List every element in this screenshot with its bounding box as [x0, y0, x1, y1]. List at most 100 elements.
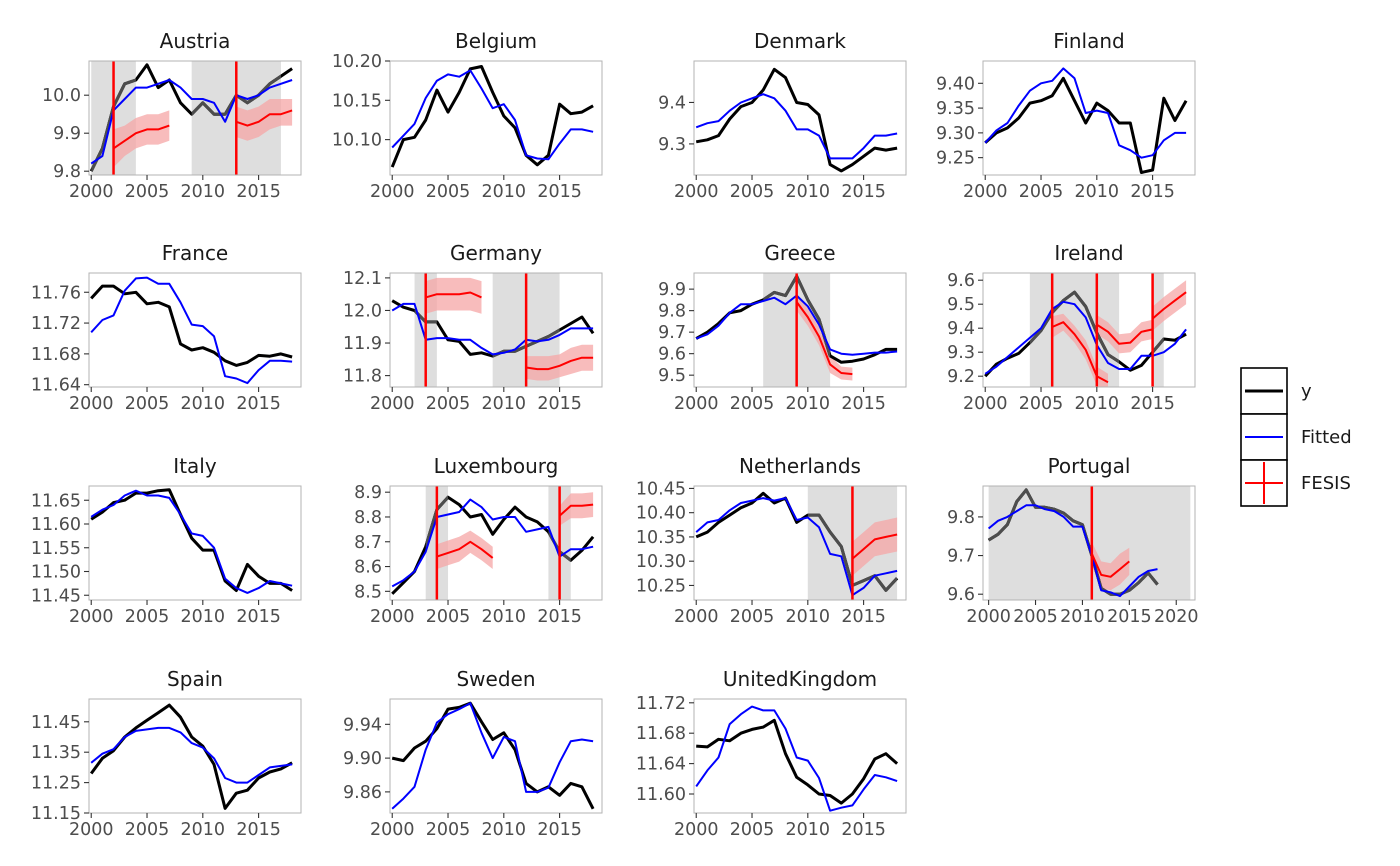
y-tick-label: 10.35 [636, 528, 686, 548]
y-tick-label: 11.72 [636, 694, 686, 714]
x-tick-label: 2000 [69, 607, 114, 627]
x-tick-label: 2000 [370, 607, 415, 627]
x-tick-label: 2015 [841, 394, 886, 414]
fesis-band [1096, 315, 1153, 354]
x-tick-label: 2000 [370, 820, 415, 840]
x-tick-label: 2015 [1130, 182, 1175, 202]
x-tick-label: 2010 [786, 820, 831, 840]
plot-area [89, 703, 293, 810]
y-tick-label: 11.65 [31, 491, 81, 511]
y-tick-label: 9.6 [947, 271, 975, 291]
panel-ireland: Ireland 2000 2005 2010 2015 9.2 9.3 9.4 9.5 9.6 [947, 241, 1196, 414]
y-tick-label: 12.1 [343, 269, 382, 289]
plot-area [89, 61, 293, 175]
panel-title: Germany [450, 241, 542, 265]
series-y-line [696, 718, 899, 805]
x-tick-label: 2010 [482, 607, 527, 627]
y-tick-label: 10.10 [332, 131, 382, 151]
series-y-shaded [988, 488, 1159, 596]
panel-border [693, 698, 907, 814]
x-tick-label: 2000 [966, 607, 1011, 627]
series-y-line [90, 488, 293, 592]
x-tick-label: 2005 [426, 820, 471, 840]
panel-title: Belgium [455, 29, 537, 53]
x-tick-label: 2010 [1075, 394, 1120, 414]
y-tick-label: 10.15 [332, 91, 382, 111]
series-fitted-line [695, 497, 898, 597]
y-tick-label: 11.45 [31, 586, 81, 606]
fesis-band [559, 492, 594, 526]
x-tick-label: 2005 [730, 394, 775, 414]
y-tick-label: 11.68 [636, 724, 686, 744]
x-tick-label: 2010 [482, 820, 527, 840]
panel-title: Netherlands [739, 454, 861, 478]
series-fitted-line [695, 93, 898, 160]
y-tick-label: 10.20 [332, 52, 382, 72]
panel-title: France [162, 241, 229, 265]
fesis-band [1091, 542, 1130, 591]
y-tick-label: 9.4 [658, 93, 686, 113]
panel-unitedkingdom: UnitedKingdom 2000 2005 2010 2015 11.60 11.64 1… [636, 667, 907, 840]
y-tick-label: 8.9 [354, 483, 382, 503]
series-y-line-shaded [988, 488, 1159, 596]
shaded-region [1152, 273, 1164, 387]
x-tick-label: 2010 [1075, 182, 1120, 202]
x-tick-label: 2010 [786, 607, 831, 627]
y-tick-label: 11.60 [636, 785, 686, 805]
x-tick-label: 2005 [1019, 182, 1064, 202]
panel-title: Denmark [754, 29, 846, 53]
plot-area [90, 276, 293, 385]
x-tick-label: 2000 [69, 394, 114, 414]
y-tick-label: 10.25 [636, 576, 686, 596]
y-tick-label: 9.8 [53, 162, 81, 182]
fesis-band [425, 277, 482, 314]
series-y-line-shaded [492, 328, 560, 358]
panel-portugal: Portugal 2000 2005 2010 2015 2020 9.6 9.7 9.8 [947, 454, 1198, 627]
panel-greece: Greece 2000 2005 2010 2015 9.59.69.79.89.9 [658, 241, 907, 414]
x-tick-label: 2000 [674, 820, 719, 840]
x-tick-label: 2000 [69, 182, 114, 202]
y-tick-label: 10.40 [636, 504, 686, 524]
fesis-band [852, 517, 898, 576]
y-tick-label: 9.25 [936, 149, 975, 169]
x-tick-label: 2005 [730, 820, 775, 840]
panel-border [88, 698, 302, 814]
y-tick-label: 12.0 [343, 301, 382, 321]
x-tick-label: 2005 [730, 607, 775, 627]
x-tick-label: 2005 [125, 394, 170, 414]
fesis-line [112, 124, 170, 150]
x-tick-label: 2005 [426, 607, 471, 627]
x-tick-label: 2005 [1013, 607, 1058, 627]
y-tick-label: 11.68 [31, 345, 81, 365]
panel-title: Ireland [1054, 241, 1123, 265]
panel-title: Austria [160, 29, 231, 53]
y-tick-label: 9.6 [947, 585, 975, 605]
panel-title: UnitedKingdom [723, 667, 877, 691]
panel-title: Italy [173, 454, 217, 478]
plot-area [695, 67, 898, 173]
panel-border [693, 60, 907, 176]
y-tick-label: 11.64 [636, 755, 686, 775]
x-tick-label: 2015 [537, 607, 582, 627]
fesis-band [236, 99, 293, 141]
plot-area [695, 705, 899, 812]
y-tick-label: 9.4 [947, 319, 975, 339]
fesis-band [526, 344, 594, 381]
series-y-line [390, 65, 594, 168]
fesis-line [558, 503, 594, 517]
x-tick-label: 2010 [786, 394, 831, 414]
y-tick-label: 9.9 [658, 280, 686, 300]
panel-title: Luxembourg [434, 454, 559, 478]
fesis-line [1051, 321, 1109, 384]
series-fitted-line [984, 67, 1187, 159]
panel-border [982, 485, 1196, 601]
y-tick-label: 9.94 [343, 715, 382, 735]
fesis-line [795, 301, 853, 376]
x-tick-label: 2010 [482, 182, 527, 202]
y-tick-label: 10.30 [636, 552, 686, 572]
panel-finland: Finland 2000 2005 2010 2015 9.25 9.30 9.35 9.40 [936, 29, 1196, 202]
plot-area [90, 488, 293, 594]
fesis-line [525, 356, 594, 371]
y-tick-label: 10.45 [636, 479, 686, 499]
